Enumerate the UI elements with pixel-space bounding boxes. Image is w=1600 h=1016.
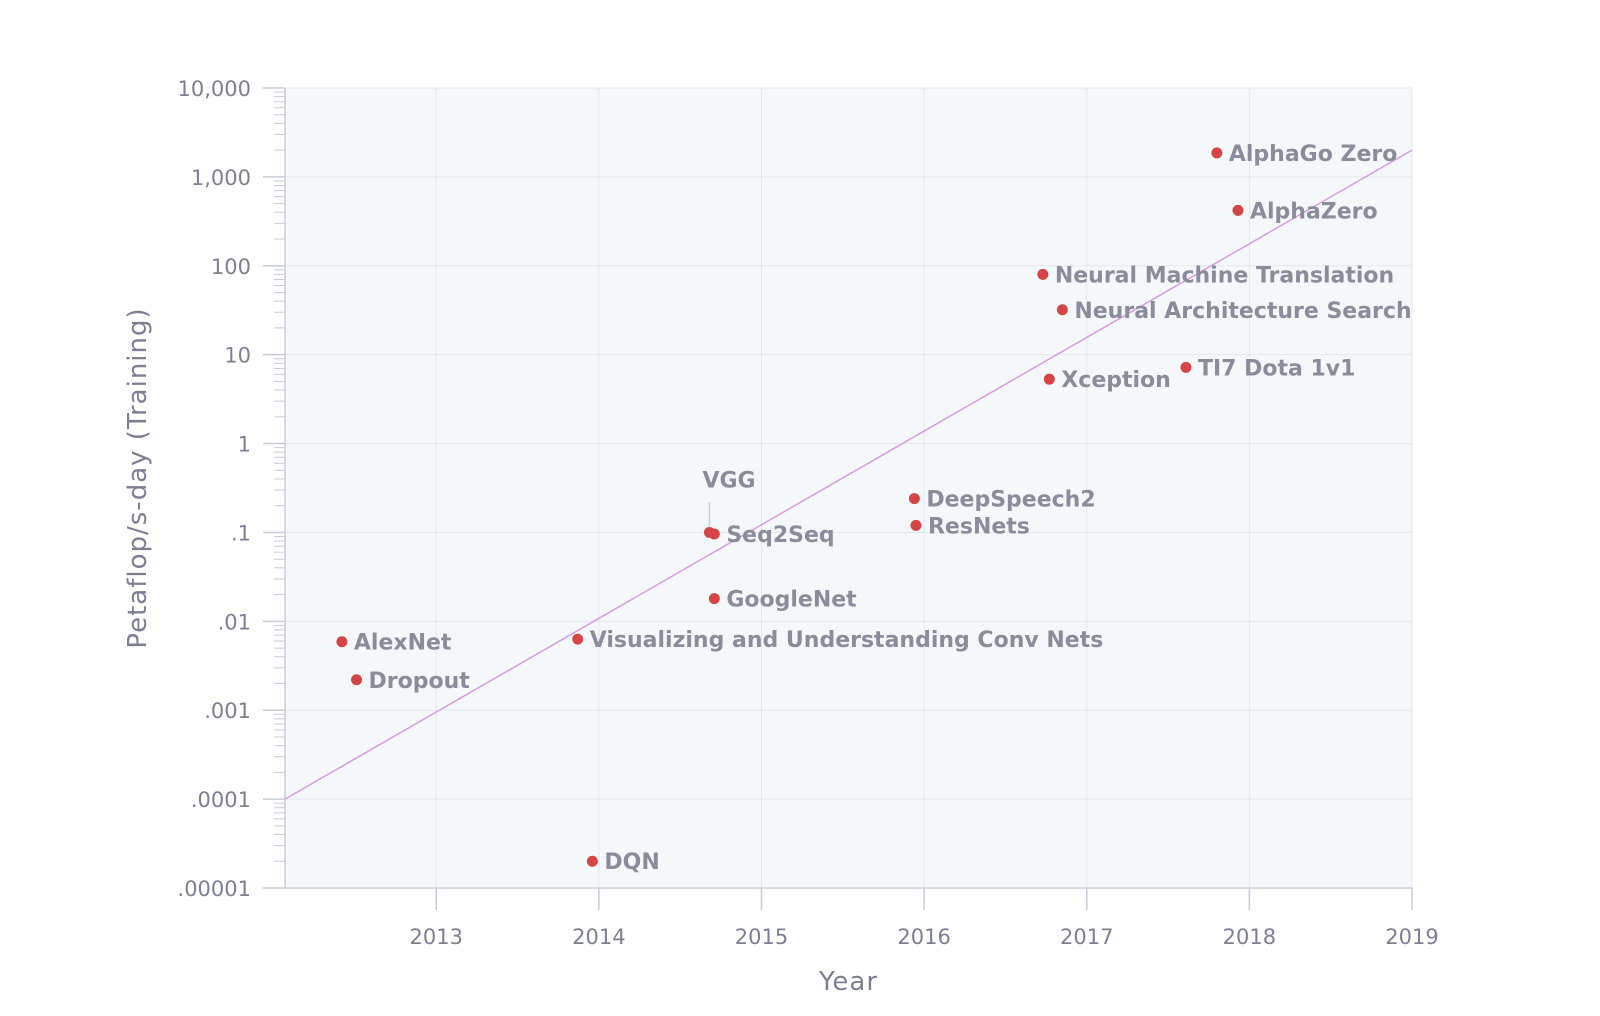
label-dqn: DQN bbox=[604, 850, 659, 875]
x-tick-label: 2018 bbox=[1223, 925, 1276, 949]
trend-line bbox=[284, 149, 1413, 800]
x-tick-labels: 2013 2014 2015 2016 2017 2018 2019 bbox=[410, 925, 1439, 949]
point-dqn bbox=[586, 855, 598, 867]
grid bbox=[285, 87, 1413, 889]
label-deepspeech2: DeepSpeech2 bbox=[926, 488, 1095, 513]
label-googlenet: GoogleNet bbox=[726, 588, 857, 613]
y-tick-label: 10 bbox=[224, 344, 251, 368]
point-alexnet bbox=[336, 636, 348, 648]
point-seq2seq bbox=[708, 528, 720, 540]
y-tick-label: 100 bbox=[211, 255, 251, 279]
y-minor-ticks bbox=[274, 91, 285, 862]
label-xception: Xception bbox=[1061, 368, 1171, 393]
axes bbox=[263, 87, 1413, 910]
label-alphago-zero: AlphaGo Zero bbox=[1229, 142, 1398, 167]
y-tick-label: 1 bbox=[238, 433, 251, 457]
label-resnets: ResNets bbox=[928, 514, 1030, 539]
y-tick-label: .0001 bbox=[191, 788, 251, 812]
y-tick-label: .1 bbox=[231, 521, 251, 545]
y-axis-title: Petaflop/s-day (Training) bbox=[123, 307, 153, 648]
point-neural-architecture-search bbox=[1056, 304, 1068, 316]
x-tick-label: 2016 bbox=[897, 925, 950, 949]
label-neural-machine-translation: Neural Machine Translation bbox=[1055, 263, 1394, 288]
data-points bbox=[336, 147, 1244, 867]
y-tick-label: .00001 bbox=[178, 877, 251, 901]
y-tick-label: .01 bbox=[218, 610, 251, 634]
point-googlenet bbox=[708, 593, 720, 605]
x-tick-label: 2017 bbox=[1060, 925, 1113, 949]
label-ti7-dota-1v1: TI7 Dota 1v1 bbox=[1198, 356, 1356, 381]
x-tick-label: 2014 bbox=[572, 925, 625, 949]
point-xception bbox=[1043, 373, 1055, 385]
point-visualizing-and-understanding-conv-nets bbox=[572, 633, 584, 645]
x-tick-label: 2013 bbox=[410, 925, 463, 949]
y-tick-label: 10,000 bbox=[178, 77, 251, 101]
point-alphago-zero bbox=[1211, 147, 1223, 159]
label-vgg: VGG bbox=[702, 468, 755, 493]
label-alphazero: AlphaZero bbox=[1250, 199, 1378, 224]
point-deepspeech2 bbox=[908, 493, 920, 505]
y-tick-label: 1,000 bbox=[191, 166, 251, 190]
y-tick-labels: .00001 .0001 .001 .01 .1 1 10 100 1,000 10,000 bbox=[178, 77, 251, 901]
label-seq2seq: Seq2Seq bbox=[726, 523, 834, 548]
x-tick-label: 2015 bbox=[735, 925, 788, 949]
x-axis-title: Year bbox=[818, 967, 878, 997]
point-resnets bbox=[910, 519, 922, 531]
y-tick-label: .001 bbox=[204, 699, 251, 723]
label-visualizing-and-understanding-conv-nets: Visualizing and Understanding Conv Nets bbox=[590, 628, 1104, 653]
point-ti7-dota-1v1 bbox=[1180, 361, 1192, 373]
plot-area bbox=[285, 88, 1412, 888]
data-point-labels: AlexNet Dropout DQN Visualizing and Underst… bbox=[354, 142, 1412, 875]
x-tick-label: 2019 bbox=[1385, 925, 1438, 949]
label-dropout: Dropout bbox=[369, 669, 471, 694]
point-dropout bbox=[351, 674, 363, 686]
point-alphazero bbox=[1232, 204, 1244, 216]
point-neural-machine-translation bbox=[1037, 268, 1049, 280]
label-neural-architecture-search: Neural Architecture Search bbox=[1074, 299, 1411, 324]
label-alexnet: AlexNet bbox=[354, 631, 452, 656]
